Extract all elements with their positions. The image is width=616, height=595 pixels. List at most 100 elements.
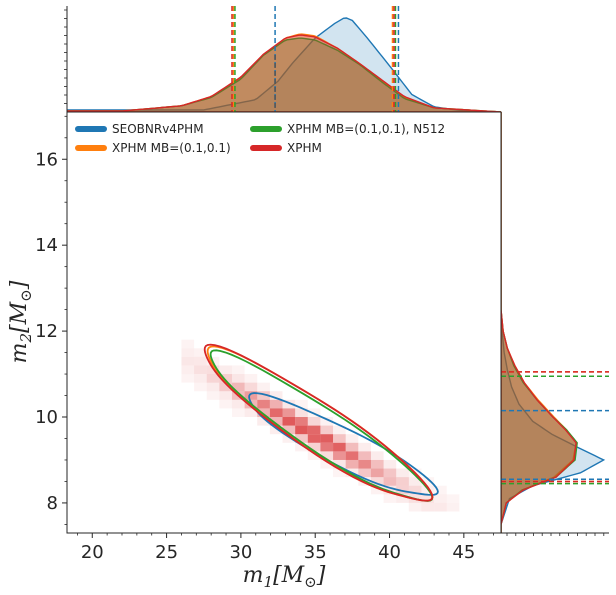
hist-bin [282,417,296,426]
hist-bin [181,365,195,375]
hist-bin [345,442,359,452]
y-tick-label: 12 [35,321,58,342]
hist-bin [194,348,207,357]
legend-label-2: XPHM MB=(0.1,0.1), N512 [287,122,445,136]
hist-bin [206,374,220,383]
legend-label-0: SEOBNRv4PHM [112,122,204,136]
hist-bin [257,417,270,426]
hist-bin [383,459,397,469]
hist-bin [257,408,270,418]
contour-xphm-mb-0-1-0-1-n512 [209,349,434,502]
hist-bin [244,382,258,392]
axis-ticks: 20 25 30 35 40 45 8 10 12 14 16 [35,9,605,563]
hist-bin [320,425,334,435]
hist-bin [295,399,308,409]
hist-bin [345,451,359,460]
x-tick-label: 45 [452,542,475,563]
legend-label-1: XPHM MB=(0.1,0.1) [112,141,231,155]
hist-bin [194,382,207,392]
hist-bin [307,434,321,443]
hist-bin [269,408,283,418]
hist-bin [370,477,384,486]
hist-bin [434,485,447,495]
hist-bin [269,417,283,426]
hist-bin [244,408,258,418]
hist-bin [231,408,245,418]
hist-bin [383,494,397,503]
hist-bin [383,477,397,486]
hist-bin [358,459,371,469]
hist-bin [282,408,296,418]
hist-bin [269,399,283,409]
hist-bin [181,348,195,357]
hist-bin [396,494,409,503]
hist-bin [434,494,447,503]
hist-bin [244,391,258,400]
hist-bin [333,434,346,443]
hist-bin [434,502,447,512]
x-tick-label: 20 [81,542,104,563]
hist-bin [206,391,220,400]
x-tick-label: 30 [229,542,252,563]
hist-bin [219,391,232,400]
m2-marginal-layer [501,112,609,533]
hist-bin [345,459,359,469]
m1-marginal-layer [67,6,501,112]
hist-bin [358,451,371,460]
hist-bin [370,485,384,495]
y-tick-label: 14 [35,235,58,256]
hist-bin [320,451,334,460]
hist-bin [295,442,308,452]
hist-bin [295,425,308,435]
hist-bin [257,382,270,392]
hist-bin [282,434,296,443]
y-tick-label: 10 [35,407,58,428]
hist-bin [320,434,334,443]
y-tick-label: 8 [47,493,58,514]
main-axes-frame [66,111,502,534]
hist-bin [181,339,195,349]
hist-bin [358,468,371,478]
hist-bin [219,365,232,375]
hist-bin [446,494,460,503]
hist-bin [383,468,397,478]
hist-bin [345,434,359,443]
hist-bin [396,477,409,486]
hist-bin [231,382,245,392]
density-heatmap [181,339,460,512]
hist-bin [194,365,207,375]
hist-bin [206,382,220,392]
hist-bin [320,442,334,452]
x-tick-label: 35 [304,542,327,563]
hist-bin [383,485,397,495]
hist-bin [408,502,422,512]
hist-bin [295,417,308,426]
hist-bin [194,356,207,366]
hist-bin [307,425,321,435]
hist-bin [282,425,296,435]
hist-bin [408,477,422,486]
x-axis-label: m1[M⊙] [243,563,326,591]
x-tick-label: 25 [155,542,178,563]
hist-bin [446,502,460,512]
hist-bin [307,417,321,426]
hist-bin [370,451,384,460]
hist-bin [370,468,384,478]
hist-bin [421,494,435,503]
hist-bin [269,391,283,400]
contour-xphm [203,343,434,502]
hist-bin [295,408,308,418]
hist-bin [219,399,232,409]
y-tick-label: 16 [35,149,58,170]
hist-bin [244,374,258,383]
hist-bin [358,442,371,452]
m1-density-3 [67,34,501,112]
hist-bin [408,485,422,495]
hist-bin [320,459,334,469]
hist-bin [421,502,435,512]
hist-bin [333,442,346,452]
hist-bin [333,468,346,478]
hist-bin [181,374,195,383]
contour-layer [203,343,439,502]
